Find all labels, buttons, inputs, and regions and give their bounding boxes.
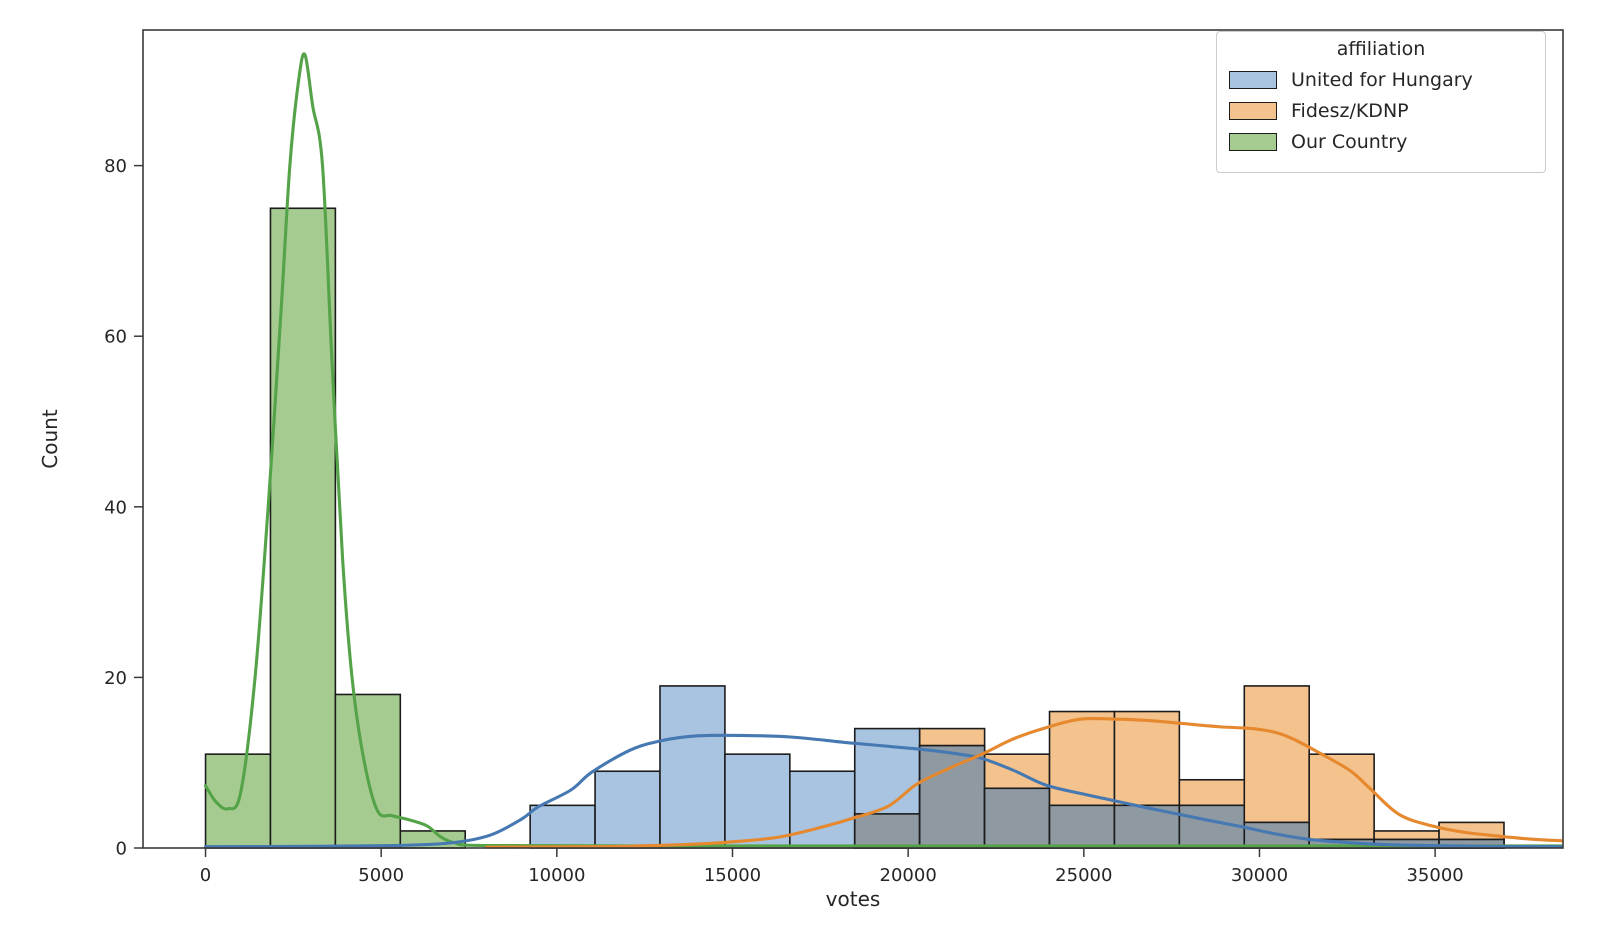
legend-swatch-icon — [1229, 71, 1277, 89]
hist-bar-overlap — [1048, 804, 1116, 849]
hist-bar-overlap — [1178, 804, 1246, 849]
hist-bar-our-country — [334, 693, 402, 849]
legend-swatch-icon — [1229, 102, 1277, 120]
hist-bar-united-for-hungary — [659, 685, 726, 849]
legend: affiliation United for Hungary Fidesz/KDN… — [1216, 31, 1546, 173]
x-tick-label: 20000 — [880, 865, 937, 886]
legend-title: affiliation — [1336, 38, 1426, 60]
y-tick-label: 60 — [104, 327, 127, 348]
hist-bar-fidesz-kdnp — [1308, 753, 1375, 849]
x-tick-label: 0 — [200, 865, 211, 886]
hist-bar-united-for-hungary — [529, 804, 596, 849]
x-tick-label: 25000 — [1055, 865, 1112, 886]
x-axis-label: votes — [826, 887, 881, 911]
legend-entry: United for Hungary — [1229, 69, 1535, 91]
plot-border — [142, 29, 1564, 849]
kde-line-united-for-hungary — [203, 733, 1564, 849]
legend-entry: Our Country — [1229, 131, 1535, 153]
x-tick-label: 30000 — [1231, 865, 1288, 886]
y-tick-label: 20 — [104, 668, 127, 689]
legend-swatch-icon — [1229, 133, 1277, 151]
hist-bar-united-for-hungary — [594, 770, 661, 849]
x-tick-label: 35000 — [1406, 865, 1463, 886]
y-axis-label: Count — [38, 409, 62, 469]
legend-entry-label: Fidesz/KDNP — [1291, 100, 1409, 122]
hist-bar-united-for-hungary — [789, 770, 856, 849]
legend-entry: Fidesz/KDNP — [1229, 100, 1535, 122]
hist-bar-united-for-hungary — [724, 753, 791, 849]
legend-entry-label: United for Hungary — [1291, 69, 1473, 91]
x-tick-label: 15000 — [704, 865, 761, 886]
hist-bar-overlap — [918, 744, 986, 849]
y-tick-label: 0 — [116, 839, 127, 860]
hist-bar-overlap — [983, 787, 1051, 849]
hist-bar-overlap — [853, 813, 921, 849]
legend-entry-label: Our Country — [1291, 131, 1408, 153]
y-tick-label: 80 — [104, 156, 127, 177]
kde-line-fidesz-kdnp — [485, 716, 1564, 849]
y-tick-label: 40 — [104, 497, 127, 518]
x-tick-label: 5000 — [358, 865, 404, 886]
x-tick-label: 10000 — [528, 865, 585, 886]
